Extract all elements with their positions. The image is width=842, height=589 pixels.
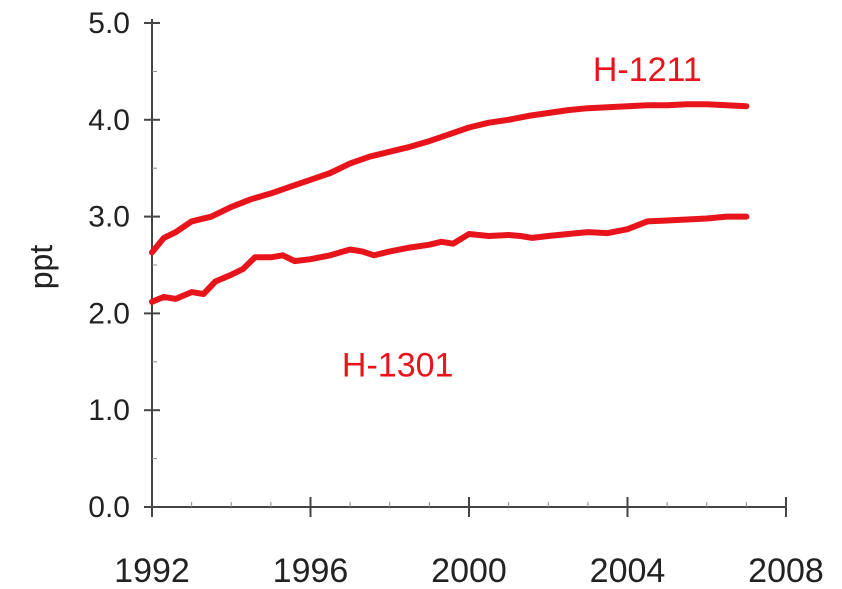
y-tick-label: 5.0: [88, 7, 130, 40]
series-label-h-1211: H-1211: [593, 51, 702, 89]
series-line-h-1301: [149, 213, 750, 305]
y-tick-label: 2.0: [88, 297, 130, 330]
x-tick-label: 1992: [114, 552, 190, 589]
x-tick-label: 2004: [590, 552, 666, 589]
x-axis-ticks: 1992 1996 2000 2004 2008: [114, 497, 824, 589]
y-tick-label: 3.0: [88, 201, 130, 234]
x-tick-label: 1996: [273, 552, 349, 589]
series-line-h-1211: [149, 101, 750, 256]
minor-ticks: [152, 70, 747, 507]
y-axis-title: ppt: [23, 245, 59, 290]
series-labels: H-1211 H-1301: [342, 51, 702, 384]
x-tick-label: 2008: [748, 552, 824, 589]
x-tick-label: 2000: [431, 552, 507, 589]
y-tick-label: 0.0: [88, 491, 130, 524]
y-tick-label: 4.0: [88, 104, 130, 137]
y-tick-label: 1.0: [88, 394, 130, 427]
series-label-h-1301: H-1301: [342, 346, 454, 384]
series-layer: [149, 101, 750, 305]
y-axis-ticks: 0.0 1.0 2.0 3.0 4.0 5.0: [88, 7, 160, 524]
